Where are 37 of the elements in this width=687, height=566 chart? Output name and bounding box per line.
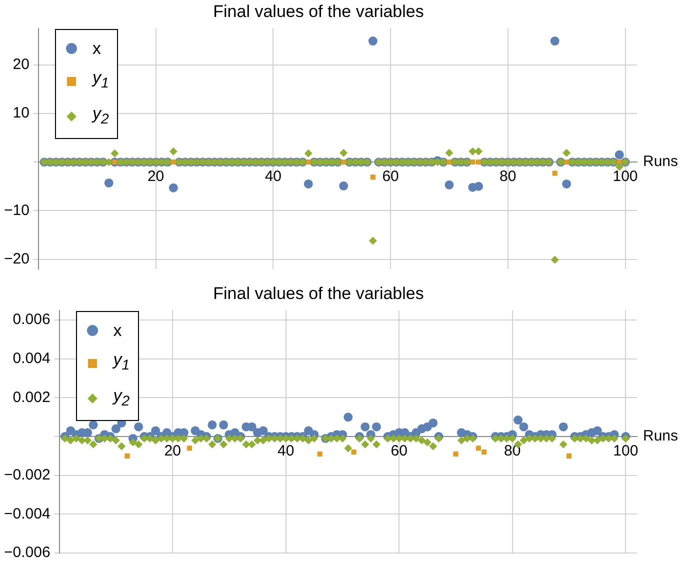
y-tick-label: −0.006 xyxy=(4,544,50,562)
x-axis-title: Runs xyxy=(643,153,678,170)
y-tick-label: −0.004 xyxy=(4,505,50,522)
y-tick-label: −0.002 xyxy=(4,466,50,484)
y-tick-label: 0.006 xyxy=(12,311,50,328)
point xyxy=(351,450,356,455)
y-tick-label: 10 xyxy=(12,104,30,122)
x-tick-label: 40 xyxy=(264,168,282,186)
legend-label: y$_{2}$ xyxy=(92,102,109,130)
point xyxy=(476,446,481,451)
y-tick-label: 20 xyxy=(12,56,30,73)
y-tick-label: −10 xyxy=(4,202,30,219)
x-tick-label: 80 xyxy=(500,168,516,186)
legend-label: y$_{2}$ xyxy=(113,384,130,412)
chart-title: Final values of the variables xyxy=(213,2,424,21)
legend-label: x xyxy=(92,38,101,60)
x-tick-label: 100 xyxy=(612,168,638,186)
x-tick-label: 20 xyxy=(147,168,164,186)
y-tick-label: 0.002 xyxy=(12,388,50,406)
x-axis-title: Runs xyxy=(643,428,678,445)
x-tick-label: 60 xyxy=(382,168,399,186)
x-tick-label: 60 xyxy=(390,442,408,460)
legend-label: y$_{1}$ xyxy=(92,67,109,94)
point xyxy=(482,450,487,455)
legend-label: x xyxy=(113,320,122,342)
x-tick-label: 100 xyxy=(613,442,638,460)
point xyxy=(124,453,130,459)
y-tick-label: 0.004 xyxy=(12,350,50,368)
legend-label: y$_{1}$ xyxy=(113,349,130,376)
point xyxy=(317,451,322,457)
x-tick-label: 20 xyxy=(164,442,181,460)
point xyxy=(187,446,192,451)
point xyxy=(566,453,572,459)
y-tick-label: −20 xyxy=(4,250,30,268)
x-tick-label: 40 xyxy=(278,442,294,460)
chart-title: Final values of the variables xyxy=(213,284,424,303)
point xyxy=(453,451,458,457)
